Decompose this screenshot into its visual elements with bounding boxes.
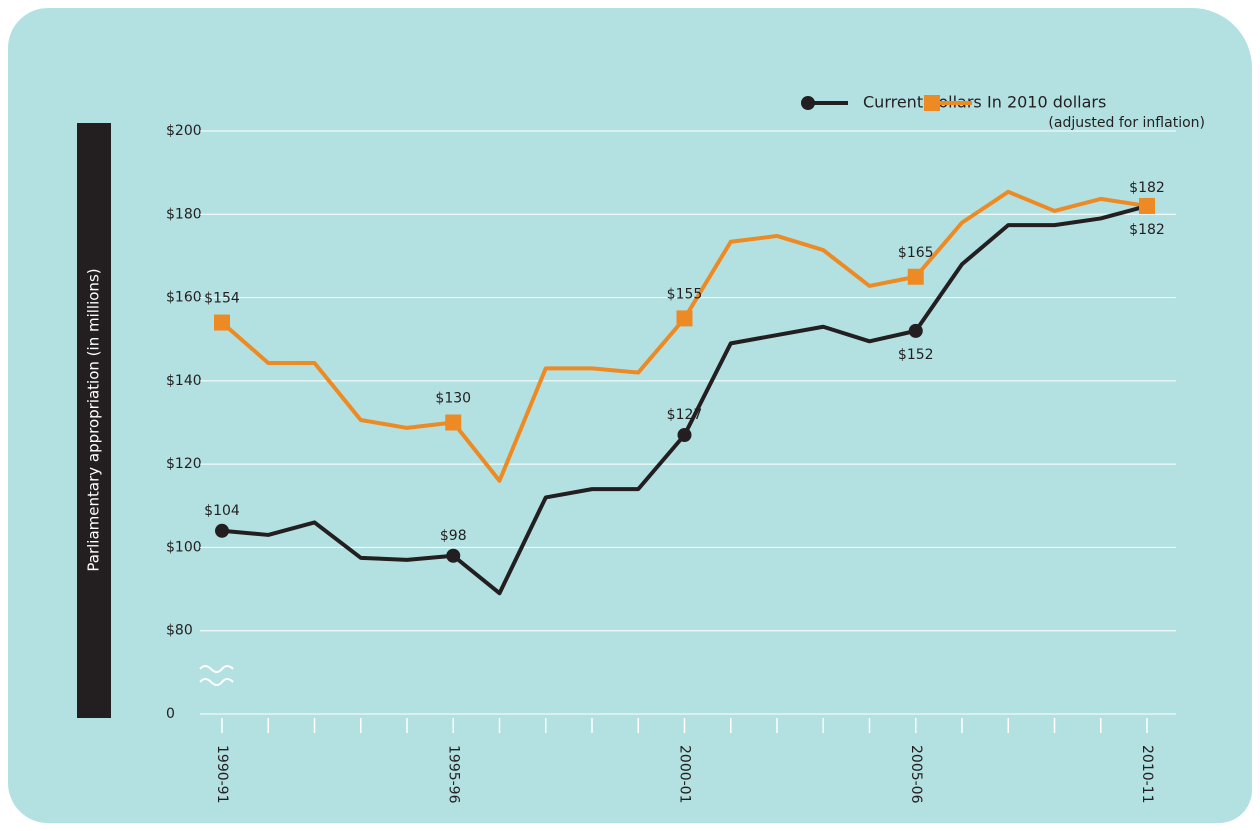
value-label: $182 (1129, 222, 1165, 238)
value-label: $182 (1129, 180, 1165, 196)
value-label: $154 (204, 291, 240, 307)
background (8, 8, 1252, 823)
y-tick-label: $180 (166, 206, 202, 222)
x-tick-label: 2010-11 (1139, 745, 1155, 804)
legend-label: In 2010 dollars (987, 93, 1106, 112)
marker (676, 310, 693, 327)
y-tick-label: $120 (166, 456, 202, 472)
y-tick-label: $140 (166, 373, 202, 389)
marker (908, 323, 923, 338)
legend-note: (adjusted for inflation) (1048, 115, 1205, 131)
value-label: $98 (440, 528, 467, 544)
value-label: $152 (898, 347, 934, 363)
marker (1139, 197, 1155, 214)
y-tick-label: $200 (166, 123, 202, 139)
marker (446, 548, 461, 563)
x-tick-label: 1995-96 (445, 745, 461, 804)
marker (215, 523, 229, 538)
y-axis-label-box (77, 123, 111, 718)
marker (214, 314, 230, 331)
marker (677, 427, 692, 442)
y-tick-label: 0 (166, 706, 175, 722)
y-tick-label: $160 (166, 290, 202, 306)
value-label: $130 (435, 391, 471, 407)
x-tick-label: 2000-01 (677, 745, 693, 804)
x-tick-label: 2005-06 (908, 745, 924, 804)
marker (924, 95, 940, 111)
y-tick-label: $80 (166, 623, 193, 639)
marker (801, 96, 815, 110)
y-tick-label: $100 (166, 539, 202, 555)
value-label: $155 (667, 286, 703, 302)
value-label: $104 (204, 503, 240, 519)
marker (907, 268, 924, 285)
value-label: $165 (898, 245, 934, 261)
value-label: $127 (667, 407, 703, 423)
axis-break (199, 665, 234, 686)
marker (445, 414, 462, 431)
legend-label: Current dollars (863, 93, 982, 112)
y-axis-label: Parliamentary appropriation (in millions… (85, 268, 103, 571)
x-tick-label: 1990-91 (214, 745, 230, 804)
